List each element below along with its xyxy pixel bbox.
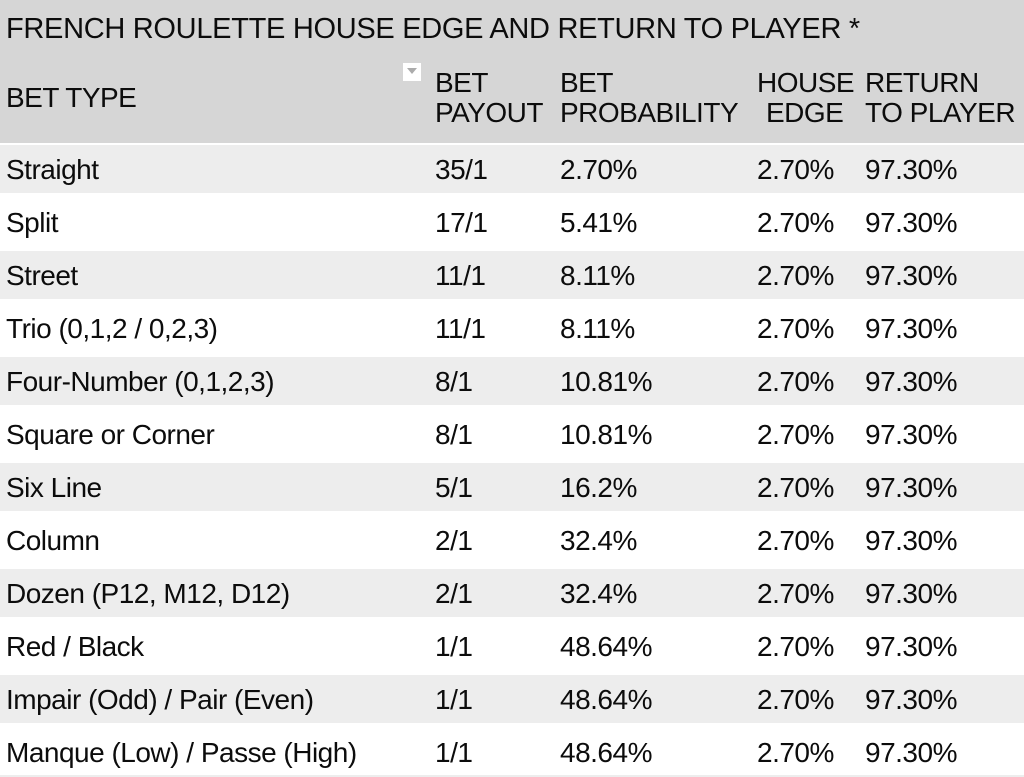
cell-bet-type: Red / Black — [6, 630, 144, 662]
cell-bet-probability: 10.81% — [560, 355, 757, 408]
cell-house-edge: 2.70% — [757, 673, 865, 726]
cell-return-to-player: 97.30% — [865, 736, 957, 768]
cell-bet-probability: 48.64% — [560, 673, 757, 726]
table-header-block: FRENCH ROULETTE HOUSE EDGE AND RETURN TO… — [0, 0, 1024, 143]
cell-bet-probability: 48.64% — [560, 630, 652, 662]
cell-bet-type: Dozen (P12, M12, D12) — [0, 567, 435, 620]
triangle-down-icon — [407, 68, 417, 74]
cell-house-edge: 2.70% — [757, 312, 834, 344]
cell-return-to-player: 97.30% — [865, 143, 1024, 196]
cell-bet-type: Impair (Odd) / Pair (Even) — [0, 673, 435, 726]
cell-house-edge: 2.70% — [757, 630, 834, 662]
column-header-label: PAYOUT — [435, 96, 543, 128]
cell-return-to-player: 97.30% — [865, 673, 1024, 726]
column-header-row: BET TYPE BET PAYOUT BET PROBABILITY HOUS… — [0, 52, 1024, 143]
cell-bet-probability: 5.41% — [560, 206, 637, 238]
cell-bet-payout: 2/1 — [435, 567, 560, 620]
column-header-bet-type: BET TYPE — [0, 81, 435, 113]
cell-bet-type: Manque (Low) / Passe (High) — [6, 736, 357, 768]
roulette-bets-table: Straight 35/1 2.70% 2.70% 97.30% Split 17/1 5.4… — [0, 143, 1024, 777]
table-row: Split 17/1 5.41% 2.70% 97.30% — [0, 196, 1024, 249]
cell-return-to-player: 97.30% — [865, 206, 957, 238]
cell-bet-payout: 11/1 — [435, 249, 560, 302]
column-header-return-to-player: RETURN TO PLAYER — [865, 66, 1024, 128]
cell-bet-type: Trio (0,1,2 / 0,2,3) — [6, 312, 218, 344]
table-row: Four-Number (0,1,2,3) 8/1 10.81% 2.70% 97.30… — [0, 355, 1024, 408]
table-row: Street 11/1 8.11% 2.70% 97.30% — [0, 249, 1024, 302]
cell-house-edge: 2.70% — [757, 355, 865, 408]
cell-house-edge: 2.70% — [757, 461, 865, 514]
table-row: Square or Corner 8/1 10.81% 2.70% 97.30% — [0, 408, 1024, 461]
cell-bet-payout: 5/1 — [435, 461, 560, 514]
cell-bet-payout: 1/1 — [435, 673, 560, 726]
cell-bet-probability: 10.81% — [560, 418, 652, 450]
cell-return-to-player: 97.30% — [865, 461, 1024, 514]
column-header-label: HOUSE — [757, 66, 855, 98]
cell-bet-type: Square or Corner — [6, 418, 215, 450]
cell-house-edge: 2.70% — [757, 418, 834, 450]
cell-house-edge: 2.70% — [757, 206, 834, 238]
cell-bet-payout: 8/1 — [435, 418, 473, 450]
cell-bet-payout: 11/1 — [435, 312, 486, 344]
cell-bet-probability: 32.4% — [560, 567, 757, 620]
cell-bet-payout: 1/1 — [435, 736, 473, 768]
cell-house-edge: 2.70% — [757, 524, 834, 556]
cell-house-edge: 2.70% — [757, 736, 834, 768]
cell-bet-type: Straight — [0, 143, 435, 196]
cell-return-to-player: 97.30% — [865, 249, 1024, 302]
cell-bet-probability: 2.70% — [560, 143, 757, 196]
table-row: Six Line 5/1 16.2% 2.70% 97.30% — [0, 461, 1024, 514]
cell-bet-payout: 17/1 — [435, 206, 488, 238]
table-row: Impair (Odd) / Pair (Even) 1/1 48.64% 2.70%… — [0, 673, 1024, 726]
table-row: Trio (0,1,2 / 0,2,3) 11/1 8.11% 2.70% 97.30% — [0, 302, 1024, 355]
table-row: Red / Black 1/1 48.64% 2.70% 97.30% — [0, 620, 1024, 673]
cell-bet-type: Column — [6, 524, 100, 556]
column-header-bet-payout: BET PAYOUT — [435, 66, 560, 128]
cell-return-to-player: 97.30% — [865, 630, 957, 662]
column-header-label: PROBABILITY — [560, 96, 739, 128]
table-row: Column 2/1 32.4% 2.70% 97.30% — [0, 514, 1024, 567]
page-title: FRENCH ROULETTE HOUSE EDGE AND RETURN TO… — [6, 13, 860, 45]
cell-bet-payout: 8/1 — [435, 355, 560, 408]
cell-bet-probability: 16.2% — [560, 461, 757, 514]
cell-bet-probability: 48.64% — [560, 736, 652, 768]
cell-return-to-player: 97.30% — [865, 312, 957, 344]
cell-return-to-player: 97.30% — [865, 567, 1024, 620]
cell-bet-payout: 35/1 — [435, 143, 560, 196]
cell-bet-payout: 2/1 — [435, 524, 473, 556]
table-row: Straight 35/1 2.70% 2.70% 97.30% — [0, 143, 1024, 196]
column-header-label: BET — [560, 66, 613, 98]
column-header-label: BET TYPE — [6, 81, 137, 113]
cell-house-edge: 2.70% — [757, 567, 865, 620]
table-row: Manque (Low) / Passe (High) 1/1 48.64% 2.70… — [0, 726, 1024, 777]
cell-return-to-player: 97.30% — [865, 418, 957, 450]
cell-bet-type: Four-Number (0,1,2,3) — [0, 355, 435, 408]
cell-bet-type: Street — [0, 249, 435, 302]
next-row-clipped-strip — [0, 775, 1024, 777]
table-row: Dozen (P12, M12, D12) 2/1 32.4% 2.70% 97.30% — [0, 567, 1024, 620]
cell-house-edge: 2.70% — [757, 249, 865, 302]
column-header-label: RETURN — [865, 66, 979, 98]
column-header-house-edge: HOUSE EDGE — [757, 66, 865, 128]
cell-house-edge: 2.70% — [757, 143, 865, 196]
cell-return-to-player: 97.30% — [865, 355, 1024, 408]
cell-bet-type: Split — [6, 206, 58, 238]
cell-bet-payout: 1/1 — [435, 630, 473, 662]
cell-bet-probability: 32.4% — [560, 524, 637, 556]
bet-type-filter-dropdown-button[interactable] — [403, 63, 421, 81]
cell-bet-probability: 8.11% — [560, 312, 635, 344]
cell-bet-probability: 8.11% — [560, 249, 757, 302]
column-header-label: EDGE — [766, 96, 844, 128]
cell-bet-type: Six Line — [0, 461, 435, 514]
column-header-label: BET — [435, 66, 488, 98]
column-header-bet-probability: BET PROBABILITY — [560, 66, 757, 128]
cell-return-to-player: 97.30% — [865, 524, 957, 556]
column-header-label: TO PLAYER — [865, 96, 1016, 128]
table-body: Straight 35/1 2.70% 2.70% 97.30% Split 17/1 5.4… — [0, 143, 1024, 777]
